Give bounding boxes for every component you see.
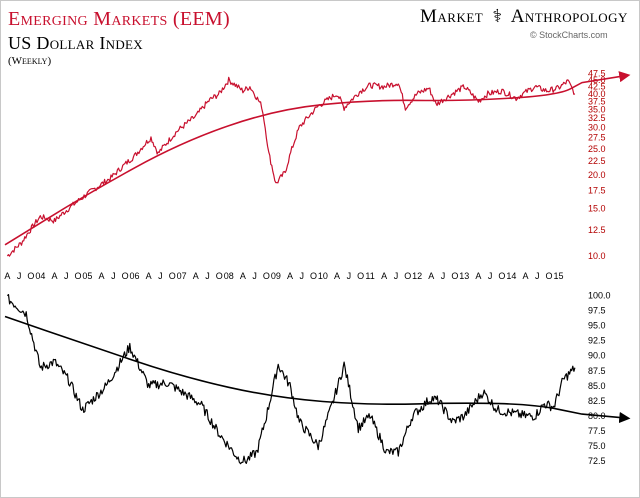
x-tick-label: J [441,271,446,281]
x-tick-label: 13 [459,271,469,281]
x-tick-label: O [451,271,458,281]
frequency-label: (Weekly) [8,55,52,67]
x-tick-label: 15 [553,271,563,281]
x-tick-label: J [535,271,540,281]
eem-ytick-label: 20.0 [588,170,606,180]
eem-ytick-label: 47.5 [588,69,606,79]
eem-ytick-label: 40.0 [588,89,606,99]
x-tick-label: O [27,271,34,281]
brand-word-anthropology: Anthropology [510,6,628,27]
x-tick-label: 08 [224,271,234,281]
x-tick-label: O [75,271,82,281]
x-tick-label: 14 [506,271,516,281]
x-tick-label: 09 [271,271,281,281]
dxy-ytick-label: 100.0 [588,290,611,300]
x-tick-label: O [498,271,505,281]
eem-price-line [6,76,576,257]
x-tick-label: J [299,271,304,281]
eem-ytick-label: 32.5 [588,113,606,123]
x-tick-label: 12 [412,271,422,281]
x-tick-label: A [522,271,528,281]
brand-logo: Market ⚕ Anthropology [420,6,628,28]
x-tick-label: 07 [177,271,187,281]
x-tick-label: 04 [35,271,45,281]
eem-ytick-label: 37.5 [588,96,606,106]
dxy-trend-line [4,315,631,424]
x-tick-label: 05 [82,271,92,281]
eem-ytick-label: 27.5 [588,133,606,143]
x-tick-label: 10 [318,271,328,281]
eem-ytick-label: 12.5 [588,225,606,235]
x-tick-label: O [122,271,129,281]
dxy-price-line [6,294,576,465]
dna-helix-icon: ⚕ [492,6,503,26]
dxy-ytick-label: 82.5 [588,396,606,406]
x-tick-label: J [205,271,210,281]
dxy-ytick-label: 97.5 [588,305,606,315]
x-tick-label: A [51,271,57,281]
x-tick-label: O [357,271,364,281]
x-tick-label: O [263,271,270,281]
x-tick-label: O [310,271,317,281]
x-tick-label: J [111,271,116,281]
dxy-ytick-label: 75.0 [588,441,606,451]
x-tick-label: J [158,271,163,281]
eem-ytick-label: 10.0 [588,251,606,261]
dxy-ytick-label: 90.0 [588,351,606,361]
x-tick-label: O [404,271,411,281]
x-tick-label: 11 [365,271,374,281]
x-tick-label: O [546,271,553,281]
x-tick-label: A [334,271,340,281]
x-tick-label: J [17,271,22,281]
x-tick-label: 06 [130,271,140,281]
eem-title: Emerging Markets (EEM) [8,8,230,30]
x-tick-label: A [193,271,199,281]
dxy-ytick-label: 77.5 [588,426,606,436]
dxy-title: US Dollar Index [8,33,143,53]
eem-ytick-label: 22.5 [588,156,606,166]
eem-ytick-label: 35.0 [588,104,606,114]
dxy-ytick-label: 85.0 [588,381,606,391]
eem-trend-line [4,71,631,246]
x-tick-label: J [394,271,399,281]
credit-label: © StockCharts.com [530,30,608,40]
eem-ytick-label: 25.0 [588,144,606,154]
dxy-ytick-label: 87.5 [588,366,606,376]
x-tick-label: A [99,271,105,281]
brand-word-market: Market [420,6,484,27]
x-tick-label: A [381,271,387,281]
eem-ytick-label: 15.0 [588,204,606,214]
dxy-ytick-label: 72.5 [588,456,606,466]
x-tick-label: A [240,271,246,281]
x-tick-label: J [252,271,257,281]
x-tick-label: O [216,271,223,281]
x-tick-label: A [4,271,10,281]
eem-ytick-label: 42.5 [588,82,606,92]
eem-ytick-label: 17.5 [588,186,606,196]
x-tick-label: J [488,271,493,281]
eem-ytick-label: 30.0 [588,122,606,132]
x-tick-label: A [287,271,293,281]
x-tick-label: A [146,271,152,281]
x-tick-label: O [169,271,176,281]
x-tick-label: A [428,271,434,281]
dxy-ytick-label: 92.5 [588,336,606,346]
x-tick-label: A [475,271,481,281]
dxy-ytick-label: 95.0 [588,321,606,331]
x-tick-label: J [64,271,69,281]
x-tick-label: J [347,271,352,281]
